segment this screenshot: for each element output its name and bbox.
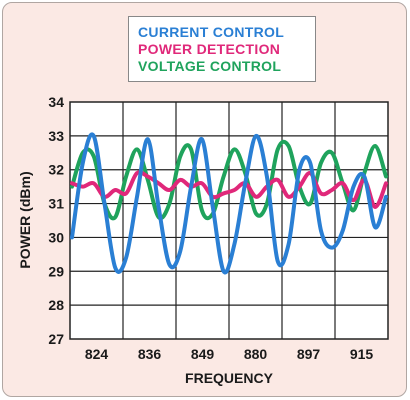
series-line-current-control <box>70 132 388 275</box>
y-tick-label: 27 <box>48 331 64 347</box>
y-tick-label: 28 <box>48 297 64 313</box>
x-axis-ticks: 824 836 849 880 897 915 <box>85 346 374 362</box>
legend-voltage-control: VOLTAGE CONTROL <box>138 58 282 74</box>
y-axis-ticks: 27 28 29 30 31 32 33 34 <box>48 94 64 347</box>
y-tick-label: 29 <box>48 263 64 279</box>
x-tick-label: 897 <box>297 346 321 362</box>
x-tick-label: 824 <box>85 346 109 362</box>
series-layer <box>70 132 388 275</box>
chart-legend: CURRENT CONTROL POWER DETECTION VOLTAGE … <box>128 16 316 82</box>
series-line-voltage-control <box>70 139 388 221</box>
legend-current-control: CURRENT CONTROL <box>138 24 285 40</box>
y-tick-label: 31 <box>48 196 64 212</box>
y-tick-label: 32 <box>48 162 64 178</box>
x-tick-label: 836 <box>138 346 162 362</box>
x-axis-title: FREQUENCY <box>185 370 274 386</box>
x-tick-label: 915 <box>350 346 374 362</box>
series-line-power-detection <box>70 170 388 209</box>
legend-power-detection: POWER DETECTION <box>138 41 281 57</box>
x-tick-label: 880 <box>244 346 268 362</box>
y-tick-label: 33 <box>48 128 64 144</box>
y-axis-title: POWER (dBm) <box>17 171 33 268</box>
y-tick-label: 34 <box>48 94 64 110</box>
grid-lines <box>70 102 388 339</box>
y-tick-label: 30 <box>48 229 64 245</box>
x-tick-label: 849 <box>191 346 215 362</box>
